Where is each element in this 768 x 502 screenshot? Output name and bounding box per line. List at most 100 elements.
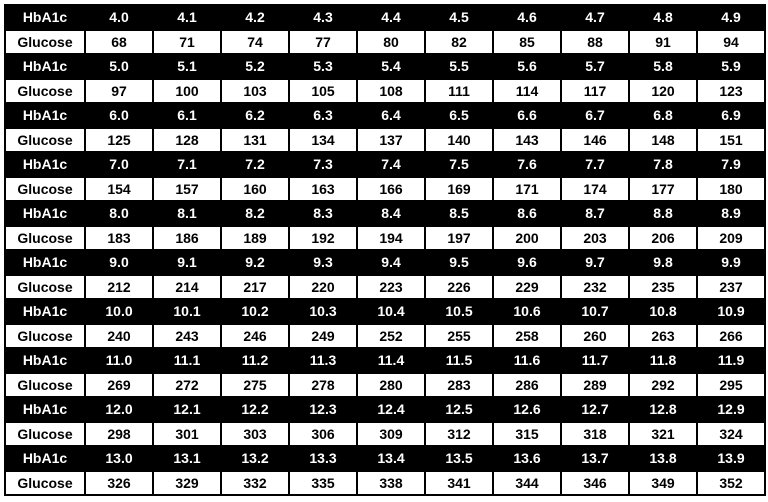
hba1c-cell: 7.3 — [289, 152, 357, 177]
glucose-cell: 171 — [493, 177, 561, 202]
hba1c-row: HbA1c8.08.18.28.38.48.58.68.78.88.9 — [5, 201, 765, 226]
hba1c-cell: 12.5 — [425, 397, 493, 422]
hba1c-cell: 13.5 — [425, 446, 493, 471]
glucose-cell: 143 — [493, 128, 561, 153]
hba1c-cell: 13.7 — [561, 446, 629, 471]
hba1c-label: HbA1c — [5, 348, 85, 373]
hba1c-cell: 10.2 — [221, 299, 289, 324]
hba1c-cell: 11.3 — [289, 348, 357, 373]
glucose-cell: 192 — [289, 226, 357, 251]
glucose-cell: 103 — [221, 79, 289, 104]
hba1c-cell: 9.3 — [289, 250, 357, 275]
hba1c-cell: 12.1 — [153, 397, 221, 422]
glucose-label: Glucose — [5, 226, 85, 251]
hba1c-cell: 12.9 — [697, 397, 765, 422]
glucose-cell: 197 — [425, 226, 493, 251]
hba1c-cell: 5.9 — [697, 54, 765, 79]
glucose-cell: 114 — [493, 79, 561, 104]
glucose-row: Glucose269272275278280283286289292295 — [5, 373, 765, 398]
glucose-cell: 82 — [425, 30, 493, 55]
glucose-cell: 88 — [561, 30, 629, 55]
glucose-cell: 272 — [153, 373, 221, 398]
hba1c-cell: 7.7 — [561, 152, 629, 177]
hba1c-cell: 9.8 — [629, 250, 697, 275]
glucose-cell: 146 — [561, 128, 629, 153]
glucose-cell: 283 — [425, 373, 493, 398]
hba1c-cell: 5.5 — [425, 54, 493, 79]
glucose-cell: 298 — [85, 422, 153, 447]
glucose-cell: 255 — [425, 324, 493, 349]
hba1c-cell: 8.1 — [153, 201, 221, 226]
hba1c-label: HbA1c — [5, 299, 85, 324]
hba1c-cell: 8.9 — [697, 201, 765, 226]
glucose-cell: 349 — [629, 471, 697, 496]
glucose-cell: 212 — [85, 275, 153, 300]
hba1c-cell: 7.8 — [629, 152, 697, 177]
hba1c-row: HbA1c4.04.14.24.34.44.54.64.74.84.9 — [5, 5, 765, 30]
glucose-cell: 180 — [697, 177, 765, 202]
hba1c-cell: 12.7 — [561, 397, 629, 422]
hba1c-cell: 11.0 — [85, 348, 153, 373]
hba1c-row: HbA1c5.05.15.25.35.45.55.65.75.85.9 — [5, 54, 765, 79]
glucose-cell: 186 — [153, 226, 221, 251]
glucose-label: Glucose — [5, 471, 85, 496]
glucose-cell: 209 — [697, 226, 765, 251]
glucose-cell: 332 — [221, 471, 289, 496]
glucose-cell: 177 — [629, 177, 697, 202]
glucose-cell: 252 — [357, 324, 425, 349]
hba1c-cell: 7.9 — [697, 152, 765, 177]
glucose-cell: 278 — [289, 373, 357, 398]
glucose-cell: 214 — [153, 275, 221, 300]
hba1c-cell: 11.8 — [629, 348, 697, 373]
glucose-cell: 203 — [561, 226, 629, 251]
glucose-cell: 85 — [493, 30, 561, 55]
glucose-cell: 223 — [357, 275, 425, 300]
glucose-cell: 189 — [221, 226, 289, 251]
glucose-cell: 315 — [493, 422, 561, 447]
glucose-cell: 346 — [561, 471, 629, 496]
hba1c-cell: 9.5 — [425, 250, 493, 275]
hba1c-cell: 10.4 — [357, 299, 425, 324]
glucose-row: Glucose240243246249252255258260263266 — [5, 324, 765, 349]
glucose-cell: 74 — [221, 30, 289, 55]
glucose-cell: 309 — [357, 422, 425, 447]
hba1c-row: HbA1c7.07.17.27.37.47.57.67.77.87.9 — [5, 152, 765, 177]
hba1c-label: HbA1c — [5, 446, 85, 471]
glucose-cell: 94 — [697, 30, 765, 55]
glucose-cell: 128 — [153, 128, 221, 153]
glucose-cell: 258 — [493, 324, 561, 349]
glucose-cell: 134 — [289, 128, 357, 153]
glucose-cell: 166 — [357, 177, 425, 202]
glucose-cell: 206 — [629, 226, 697, 251]
hba1c-cell: 12.8 — [629, 397, 697, 422]
glucose-cell: 217 — [221, 275, 289, 300]
hba1c-row: HbA1c10.010.110.210.310.410.510.610.710.… — [5, 299, 765, 324]
glucose-cell: 140 — [425, 128, 493, 153]
hba1c-cell: 10.7 — [561, 299, 629, 324]
glucose-cell: 280 — [357, 373, 425, 398]
glucose-cell: 157 — [153, 177, 221, 202]
glucose-cell: 292 — [629, 373, 697, 398]
glucose-cell: 100 — [153, 79, 221, 104]
hba1c-cell: 11.7 — [561, 348, 629, 373]
hba1c-cell: 9.0 — [85, 250, 153, 275]
glucose-cell: 108 — [357, 79, 425, 104]
hba1c-cell: 13.6 — [493, 446, 561, 471]
hba1c-cell: 6.6 — [493, 103, 561, 128]
glucose-cell: 275 — [221, 373, 289, 398]
hba1c-cell: 4.7 — [561, 5, 629, 30]
glucose-cell: 131 — [221, 128, 289, 153]
hba1c-cell: 8.8 — [629, 201, 697, 226]
hba1c-cell: 6.9 — [697, 103, 765, 128]
hba1c-cell: 12.0 — [85, 397, 153, 422]
hba1c-cell: 5.3 — [289, 54, 357, 79]
hba1c-cell: 10.5 — [425, 299, 493, 324]
hba1c-cell: 5.7 — [561, 54, 629, 79]
glucose-cell: 266 — [697, 324, 765, 349]
hba1c-cell: 7.6 — [493, 152, 561, 177]
hba1c-cell: 8.4 — [357, 201, 425, 226]
hba1c-cell: 4.8 — [629, 5, 697, 30]
glucose-cell: 183 — [85, 226, 153, 251]
hba1c-cell: 11.9 — [697, 348, 765, 373]
hba1c-cell: 5.1 — [153, 54, 221, 79]
